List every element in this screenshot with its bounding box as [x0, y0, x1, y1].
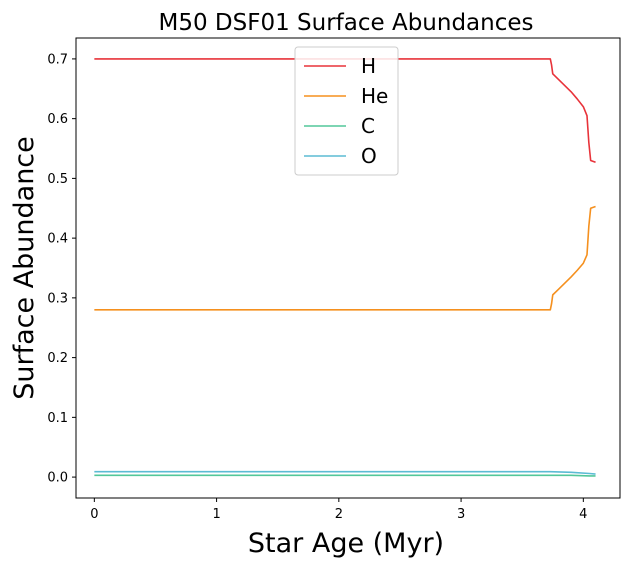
legend-label-o: O	[361, 144, 377, 168]
plot-frame	[75, 37, 621, 499]
x-tick-label: 3	[457, 507, 465, 522]
x-axis-title: Star Age (Myr)	[248, 528, 444, 559]
y-tick-label: 0.4	[47, 232, 68, 247]
series-line-c	[94, 474, 596, 477]
series-line-h	[94, 58, 596, 164]
x-tick-label: 0	[90, 507, 98, 522]
y-tick-label: 0.5	[47, 172, 68, 187]
plot-area	[94, 58, 596, 477]
series-line-o	[94, 470, 596, 475]
legend-box	[294, 46, 399, 176]
x-axis: 0 1 2 3 4	[90, 498, 587, 522]
y-tick-label: 0.2	[47, 351, 68, 366]
y-tick-label: 0.0	[47, 471, 68, 486]
y-tick-label: 0.7	[47, 52, 68, 67]
x-tick-label: 4	[579, 507, 587, 522]
legend-label-h: H	[361, 54, 376, 78]
y-tick-label: 0.6	[47, 112, 68, 127]
y-axis-title: Surface Abundance	[9, 136, 40, 400]
y-axis: 0.0 0.1 0.2 0.3 0.4 0.5 0.6 0.7	[47, 52, 76, 486]
legend: H He CO	[294, 46, 399, 176]
legend-label-he: He	[361, 84, 388, 108]
y-tick-label: 0.1	[47, 411, 68, 426]
chart-title: M50 DSF01 Surface Abundances	[158, 10, 533, 36]
x-tick-label: 1	[212, 507, 220, 522]
x-tick-label: 2	[335, 507, 343, 522]
legend-label-c: C	[361, 114, 375, 138]
series-line-he	[94, 205, 596, 311]
y-tick-label: 0.3	[47, 291, 68, 306]
